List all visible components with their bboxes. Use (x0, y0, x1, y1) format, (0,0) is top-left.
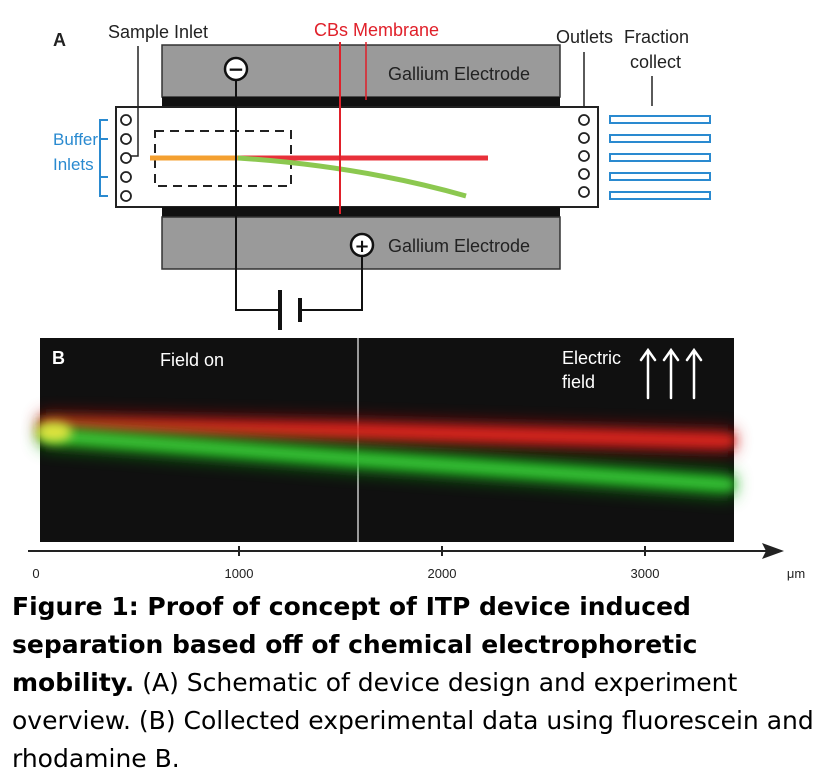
up-arrow-icon (662, 347, 680, 400)
inlet-port (120, 190, 132, 202)
panel-a-schematic: A Gallium Electrode Gallium Electrode CB… (53, 20, 711, 330)
top-electrode-label: Gallium Electrode (388, 64, 530, 84)
green-stream (237, 155, 467, 199)
sample-inlet-pointer (130, 46, 139, 157)
cbs-membrane-label: CBs Membrane (314, 20, 439, 40)
field-direction-arrows (639, 347, 703, 400)
collection-tube (609, 191, 711, 200)
collection-tube (609, 153, 711, 162)
positive-terminal-icon (349, 232, 375, 258)
outlet-ports (578, 114, 590, 198)
outlet-port (578, 186, 590, 198)
inlet-port (120, 133, 132, 145)
outlets-label: Outlets (556, 27, 613, 47)
inlet-ports (120, 114, 132, 202)
top-electrode-contact (162, 97, 560, 107)
inlet-port (120, 152, 132, 164)
red-band (39, 419, 735, 447)
electric-field-label-line2: field (562, 372, 595, 392)
axis-tick-label: 2000 (428, 566, 457, 581)
figure-1: A Gallium Electrode Gallium Electrode CB… (28, 20, 805, 581)
axis-tick-label: 1000 (225, 566, 254, 581)
buffer-inlets-label-line1: Buffer (53, 130, 98, 149)
fraction-collect-label-line2: collect (630, 52, 681, 72)
caption-body-text: (A) Schematic of device design and exper… (12, 668, 814, 773)
sample-inlet-label: Sample Inlet (108, 22, 208, 42)
bottom-electrode-label: Gallium Electrode (388, 236, 530, 256)
outlet-port (578, 132, 590, 144)
inlet-port (120, 171, 132, 183)
green-band (39, 429, 735, 491)
figure-caption: Figure 1: Proof of concept of ITP device… (12, 588, 818, 778)
panel-b-fluorescence-image: B Field on Electric field (36, 338, 735, 542)
bottom-electrode-contact (162, 207, 560, 217)
buffer-inlets-bracket (99, 119, 108, 197)
field-on-label: Field on (160, 350, 224, 370)
collection-tube (609, 172, 711, 181)
negative-sign: − (228, 57, 245, 81)
buffer-inlets-label-line2: Inlets (53, 155, 94, 174)
outlet-port (578, 150, 590, 162)
axis-unit-label: μm (787, 566, 805, 581)
fraction-collection-tubes (609, 115, 711, 200)
inlet-port (120, 114, 132, 126)
axis-tick-label: 0 (32, 566, 39, 581)
collection-tube (609, 115, 711, 124)
axis-tick-label: 3000 (631, 566, 660, 581)
up-arrow-icon (685, 347, 703, 400)
positive-sign: + (354, 236, 369, 257)
sample-injection-box (154, 130, 292, 187)
caption-bold-title: Figure 1: Proof of concept of ITP device… (12, 592, 698, 697)
panel-b-label: B (52, 348, 65, 368)
fraction-collect-label-line1: Fraction (624, 27, 689, 47)
up-arrow-icon (639, 347, 657, 400)
circuit-wire (235, 80, 363, 311)
electric-field-label-line1: Electric (562, 348, 621, 368)
panel-a-label: A (53, 30, 66, 50)
collection-tube (609, 134, 711, 143)
negative-terminal-icon (223, 56, 249, 82)
axis-arrowhead (762, 543, 784, 559)
outlet-port (578, 168, 590, 180)
outlet-port (578, 114, 590, 126)
yellow-inlet-spot (36, 422, 72, 442)
distance-axis: 0 1000 2000 3000 μm (28, 543, 805, 581)
